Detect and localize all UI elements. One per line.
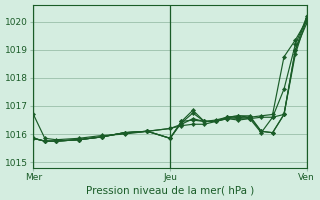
X-axis label: Pression niveau de la mer( hPa ): Pression niveau de la mer( hPa ) bbox=[86, 185, 254, 195]
